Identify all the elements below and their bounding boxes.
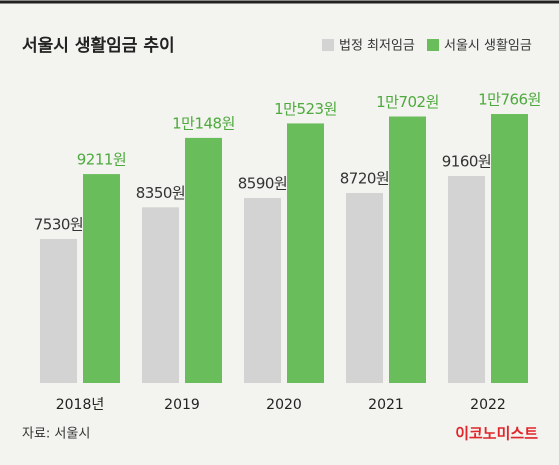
value-label: 1만702원 (376, 93, 439, 111)
bar (448, 176, 485, 383)
bar (40, 238, 77, 383)
chart-title: 서울시 생활임금 추이 (22, 35, 175, 56)
value-label: 8590원 (238, 175, 287, 193)
bar (389, 116, 426, 384)
legend-swatch (322, 39, 334, 51)
bar (83, 174, 120, 383)
bar (185, 137, 222, 383)
x-tick-label: 2019 (164, 397, 200, 413)
bar (346, 193, 383, 383)
legend-label: 법정 최저임금 (339, 39, 415, 54)
value-label: 1만523원 (274, 100, 337, 118)
value-label: 1만766원 (478, 91, 541, 109)
value-label: 8350원 (136, 184, 185, 202)
bar (491, 114, 528, 383)
value-label: 9211원 (77, 151, 126, 169)
value-label: 1만148원 (172, 114, 235, 132)
x-tick-label: 2018년 (56, 397, 105, 413)
value-label: 8720원 (340, 170, 389, 188)
value-label: 7530원 (34, 215, 83, 233)
source: 자료: 서울시 (22, 427, 90, 442)
bar (287, 123, 324, 383)
bar (142, 207, 179, 383)
x-tick-label: 2021 (368, 397, 404, 413)
x-tick-label: 2020 (266, 397, 302, 413)
publisher: 이코노미스트 (455, 425, 538, 443)
value-label: 9160원 (442, 153, 491, 171)
bar (244, 198, 281, 383)
x-tick-label: 2022 (470, 397, 506, 413)
legend-label: 서울시 생활임금 (444, 39, 532, 54)
legend-swatch (427, 39, 439, 51)
